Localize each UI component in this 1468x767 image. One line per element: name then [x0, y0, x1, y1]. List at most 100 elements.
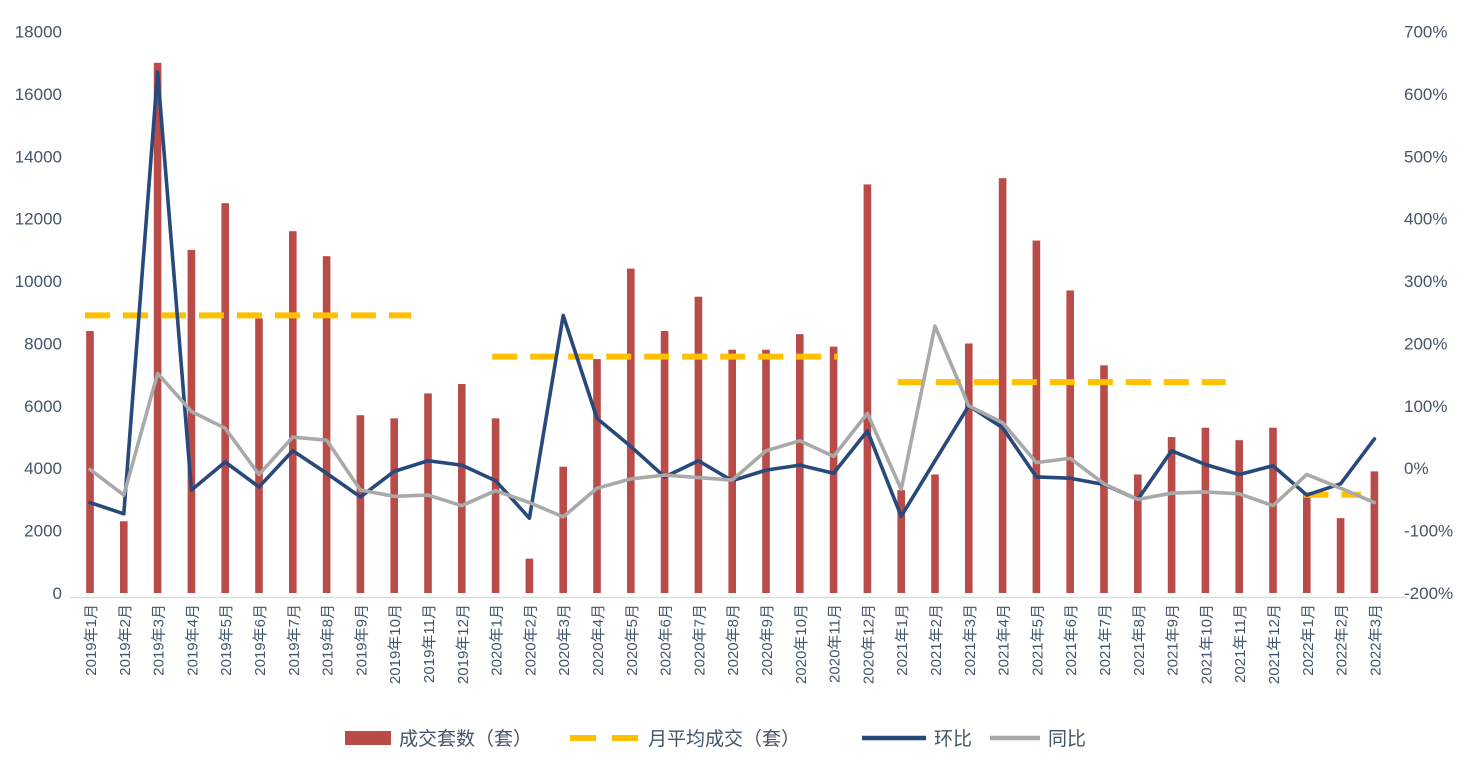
x-axis-label: 2020年8月: [725, 604, 742, 676]
transaction-bar-2021年3月: [965, 343, 973, 593]
x-axis-label: 2019年1月: [83, 604, 100, 676]
x-axis-label: 2021年11月: [1232, 604, 1249, 683]
left-axis-label: 0: [53, 584, 62, 603]
transaction-bar-2022年2月: [1336, 518, 1345, 593]
transaction-bar-2019年2月: [120, 521, 128, 593]
legend-label: 月平均成交（套）: [648, 728, 800, 750]
legend-item-3: 环比: [862, 728, 972, 750]
transaction-bar-2021年10月: [1201, 427, 1210, 593]
x-axis-label: 2019年9月: [353, 604, 370, 676]
right-axis-label: 600%: [1404, 85, 1447, 104]
transaction-bar-2021年2月: [931, 474, 939, 593]
left-axis-label: 18000: [15, 23, 62, 42]
x-axis-label: 2019年11月: [421, 604, 438, 683]
legend-label: 环比: [934, 728, 972, 750]
x-axis-label: 2021年7月: [1097, 604, 1114, 676]
x-axis-label: 2020年1月: [489, 604, 506, 676]
left-axis-label: 2000: [24, 522, 62, 541]
x-axis-label: 2020年10月: [793, 604, 810, 684]
x-axis-label: 2021年10月: [1198, 604, 1215, 684]
transaction-bar-2019年12月: [458, 384, 466, 593]
transaction-bar-2019年5月: [221, 203, 229, 593]
x-axis-label: 2021年12月: [1266, 604, 1283, 684]
left-axis-label: 4000: [24, 459, 62, 478]
left-axis-label: 8000: [24, 334, 62, 353]
x-axis-label: 2019年6月: [252, 604, 269, 676]
transaction-bar-2020年12月: [863, 184, 872, 594]
x-axis-label: 2019年10月: [387, 604, 404, 684]
x-axis-label: 2020年9月: [759, 604, 776, 676]
transaction-bar-2019年10月: [390, 418, 398, 593]
right-axis-label: -200%: [1404, 584, 1453, 603]
left-axis-label: 14000: [15, 147, 62, 166]
transaction-bar-2021年5月: [1032, 240, 1041, 593]
transaction-bar-2022年1月: [1303, 493, 1311, 593]
x-axis-label: 2021年4月: [996, 604, 1013, 676]
left-axis-label: 6000: [24, 397, 62, 416]
right-axis-label: 0%: [1404, 459, 1429, 478]
x-axis-label: 2019年7月: [286, 604, 303, 676]
transaction-bar-2019年11月: [424, 393, 432, 593]
x-axis-label: 2019年3月: [151, 604, 168, 676]
transaction-bar-2021年11月: [1235, 440, 1243, 593]
x-axis-label: 2021年9月: [1165, 604, 1182, 676]
x-axis-label: 2020年5月: [624, 604, 641, 676]
transaction-bar-2021年8月: [1134, 474, 1142, 593]
x-axis-label: 2020年4月: [590, 604, 607, 676]
transaction-bar-2019年6月: [255, 318, 263, 593]
right-axis-label: -100%: [1404, 522, 1453, 541]
transaction-bar-2020年2月: [525, 558, 534, 593]
x-axis-label: 2021年1月: [894, 604, 911, 676]
transaction-bar-2020年7月: [694, 296, 703, 593]
transaction-bar-2019年3月: [153, 62, 162, 594]
left-axis-label: 12000: [15, 210, 62, 229]
legend-item-2: 月平均成交（套）: [570, 728, 800, 750]
x-axis-label: 2019年8月: [320, 604, 337, 676]
transaction-bar-2021年1月: [897, 490, 905, 593]
x-axis-label: 2019年4月: [184, 604, 201, 676]
right-axis-label: 500%: [1404, 147, 1447, 166]
transaction-bar-2021年7月: [1100, 365, 1108, 593]
x-axis-label: 2021年5月: [1029, 604, 1046, 676]
x-axis-label: 2022年2月: [1334, 604, 1351, 676]
left-axis-label: 10000: [15, 272, 62, 291]
x-axis-label: 2020年3月: [556, 604, 573, 676]
x-axis-label: 2020年11月: [827, 604, 844, 683]
x-axis-label: 2022年3月: [1367, 604, 1384, 676]
right-axis-label: 100%: [1404, 397, 1447, 416]
transaction-bar-2020年6月: [660, 331, 669, 593]
transaction-bar-2020年8月: [728, 349, 736, 593]
x-axis-label: 2021年2月: [928, 604, 945, 676]
x-axis-label: 2020年12月: [860, 604, 877, 684]
transaction-bar-2020年5月: [627, 268, 635, 593]
legend-label: 成交套数（套）: [399, 728, 532, 750]
x-axis-label: 2020年6月: [658, 604, 675, 676]
x-axis-label: 2021年3月: [962, 604, 979, 676]
transaction-bar-2019年4月: [187, 249, 196, 593]
transaction-bar-2020年11月: [829, 346, 838, 593]
transaction-bar-2019年1月: [86, 331, 94, 593]
transaction-bar-2021年9月: [1167, 437, 1176, 593]
x-axis-label: 2019年5月: [218, 604, 235, 676]
transaction-bar-2020年1月: [491, 418, 500, 593]
transaction-bar-2019年7月: [289, 231, 297, 593]
legend-item-1: 成交套数（套）: [345, 728, 532, 750]
right-axis-label: 700%: [1404, 23, 1447, 42]
transaction-bar-2021年4月: [998, 178, 1007, 593]
x-axis-label: 2021年8月: [1131, 604, 1148, 676]
legend-bar-swatch: [345, 731, 391, 745]
legend-label: 同比: [1048, 728, 1086, 750]
x-axis-label: 2019年12月: [455, 604, 472, 684]
right-axis-label: 200%: [1404, 334, 1447, 353]
transaction-bar-2021年12月: [1269, 427, 1277, 593]
transaction-bar-2022年3月: [1370, 471, 1379, 593]
transaction-bar-2019年9月: [356, 415, 365, 593]
transaction-bar-2019年8月: [322, 256, 331, 593]
x-axis-label: 2019年2月: [117, 604, 134, 676]
transaction-bar-2020年4月: [593, 359, 601, 593]
yoy-pct-line: [88, 324, 1377, 519]
x-axis-label: 2021年6月: [1063, 604, 1080, 676]
x-axis-label: 2020年2月: [522, 604, 539, 676]
